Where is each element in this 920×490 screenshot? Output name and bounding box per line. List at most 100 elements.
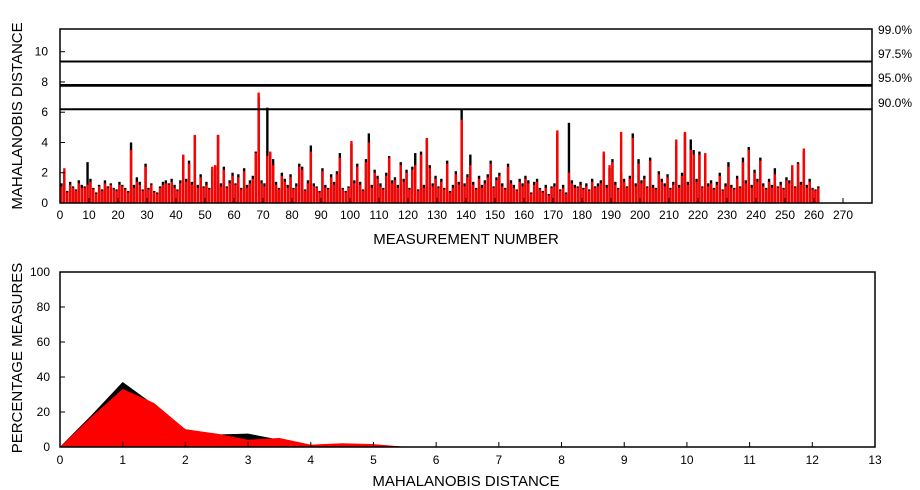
bar-red: [132, 187, 136, 203]
bar-red: [347, 187, 350, 203]
bar-red: [68, 184, 72, 203]
bar-red: [605, 187, 608, 203]
bar-red: [408, 189, 411, 203]
y-tick-label: 60: [37, 335, 51, 349]
bar-red: [155, 193, 159, 203]
x-tick-label: 80: [285, 208, 299, 222]
bar-red: [576, 187, 579, 203]
bar-red: [242, 171, 246, 203]
x-tick-label: 250: [775, 208, 795, 222]
x-tick-label: 20: [111, 208, 125, 222]
bar-red: [599, 183, 603, 203]
bar-red: [524, 178, 527, 203]
bar-red: [712, 189, 716, 203]
bar-red: [646, 187, 649, 203]
y-tick-label: 2: [41, 166, 48, 180]
top-panel: 99.0%97.5%95.0%90.0% 0 10 20 30 40 50 60 70 80 90…: [9, 22, 912, 248]
bar-red: [190, 184, 194, 203]
bar-red: [164, 183, 168, 203]
bar-red: [66, 192, 69, 203]
bar-red: [92, 189, 95, 203]
x-tick-label: 100: [340, 208, 360, 222]
bar-red: [161, 184, 165, 203]
bar-red: [460, 119, 463, 203]
bar-red: [182, 154, 185, 203]
bar-red: [231, 175, 234, 203]
y-tick-label: 0: [41, 196, 48, 210]
bar-red: [286, 187, 289, 203]
bar-red: [689, 150, 692, 203]
bar-red: [654, 189, 658, 203]
bar-red: [553, 186, 556, 203]
bar-red: [791, 165, 794, 203]
bar-red: [672, 184, 675, 203]
bar-red: [211, 166, 214, 203]
bar-red: [274, 184, 278, 203]
bar-red: [669, 189, 672, 203]
bar-red: [457, 184, 460, 203]
bar-red: [158, 187, 162, 203]
bar-red: [376, 178, 379, 203]
bar-red: [509, 183, 513, 203]
bar-red: [799, 184, 803, 203]
bar-red: [588, 190, 591, 203]
bar-red: [498, 175, 501, 203]
bar-red: [338, 157, 342, 203]
y-tick-label: 0: [43, 440, 50, 454]
bar-red: [124, 189, 127, 203]
bar-red: [756, 181, 759, 203]
x-tick-label: 60: [227, 208, 241, 222]
bar-red: [283, 181, 286, 203]
bar-red: [472, 184, 475, 203]
bar-red: [518, 181, 521, 203]
bar-red: [698, 154, 701, 203]
bar-red: [367, 142, 371, 203]
bar-red: [205, 184, 208, 203]
bar-red: [811, 189, 814, 203]
bar-red: [147, 189, 150, 203]
bar-red: [271, 165, 275, 203]
bar-red: [764, 189, 768, 203]
bar-red: [718, 175, 721, 203]
bar-red: [126, 192, 130, 203]
bar-red: [590, 181, 594, 203]
bar-red: [100, 190, 104, 203]
top-x-ticks: 0 10 20 30 40 50 60 70 80 90 100 110 120 130 140 150 160…: [57, 198, 853, 222]
bar-red: [222, 169, 226, 203]
bar-red: [74, 190, 78, 203]
bar-red: [153, 192, 156, 203]
bar-red: [399, 165, 402, 203]
bar-red: [776, 187, 779, 203]
y-tick-label: 8: [41, 75, 48, 89]
bar-black: [567, 122, 571, 203]
bar-red: [97, 186, 101, 203]
x-tick-label: 50: [198, 208, 212, 222]
bar-red: [416, 190, 420, 203]
bar-red: [666, 177, 669, 203]
bar-red: [480, 187, 484, 203]
bar-red: [559, 190, 562, 203]
bar-red: [118, 184, 121, 203]
bar-red: [622, 181, 626, 203]
x-tick-label: 12: [806, 453, 820, 467]
bar-red: [561, 187, 565, 203]
bar-red: [260, 183, 263, 203]
bar-red: [312, 186, 315, 203]
bar-red: [251, 178, 255, 203]
bar-red: [651, 187, 655, 203]
bar-red: [248, 183, 252, 203]
bar-red: [245, 187, 249, 203]
bottom-y-axis-label: PERCENTAGE MEASURES: [9, 263, 26, 454]
x-tick-label: 2: [182, 453, 189, 467]
bar-red: [393, 180, 397, 203]
top-y-axis-label: MAHALANOBIS DISTANCE: [9, 22, 26, 209]
bar-red: [785, 180, 788, 203]
bar-red: [532, 184, 536, 203]
bar-red: [547, 195, 550, 203]
bar-red: [582, 189, 585, 203]
bottom-x-axis-label: MAHALANOBIS DISTANCE: [372, 473, 559, 490]
bar-red: [796, 163, 800, 203]
y-tick-label: 100: [30, 265, 50, 279]
bar-red: [709, 183, 713, 203]
bar-red: [663, 186, 666, 203]
